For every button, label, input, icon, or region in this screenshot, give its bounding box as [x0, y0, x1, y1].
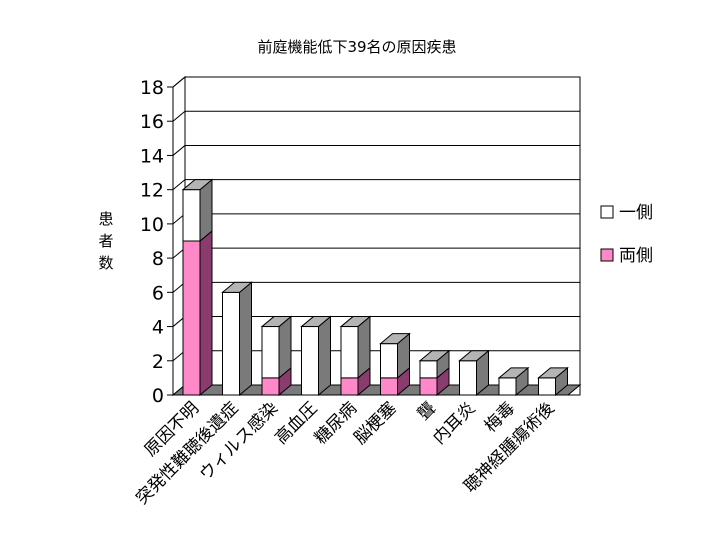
y-axis-title: 患者数: [98, 210, 113, 272]
bar-side: [239, 281, 252, 397]
bar-bilateral: [419, 377, 438, 396]
x-tick-label: 内耳炎: [429, 398, 479, 448]
bar-unilateral: [459, 360, 477, 396]
bar-top: [221, 281, 253, 293]
bar-top: [379, 333, 411, 345]
gridline-side: [172, 145, 186, 156]
bar-unilateral: [182, 189, 201, 242]
bar-top: [339, 316, 372, 328]
y-tick-label: 14: [140, 145, 164, 167]
x-tick-label: 聾: [414, 398, 440, 424]
legend-label: 両側: [619, 246, 653, 266]
y-tick-label: 2: [152, 351, 164, 373]
bar-top: [418, 350, 451, 362]
bar-bilateral: [261, 377, 280, 396]
bar-unilateral: [222, 291, 240, 396]
bar-top: [260, 316, 293, 328]
x-tick-label: 脳梗塞: [350, 398, 400, 448]
bar-unilateral: [301, 326, 319, 396]
y-tick-label: 4: [152, 317, 164, 339]
legend-swatch: [600, 205, 614, 219]
legend-swatch: [600, 248, 614, 262]
chart-title: 前庭機能低下39名の原因疾患: [257, 38, 456, 56]
y-tick-label: 6: [152, 282, 164, 304]
bar-top: [537, 367, 569, 379]
x-tick-label: 高血圧: [271, 398, 321, 448]
y-tick-label: 16: [140, 111, 164, 133]
gridline-side: [172, 110, 186, 122]
gridline-side: [172, 76, 186, 88]
bar-side: [318, 315, 331, 397]
y-tick-label: 0: [152, 385, 164, 407]
y-tick-label: 12: [140, 180, 164, 202]
bar-side: [199, 178, 213, 243]
bar-top: [497, 367, 530, 379]
bar-side: [357, 315, 371, 379]
bar-top: [458, 350, 490, 362]
bar-bilateral: [182, 240, 201, 396]
bar-unilateral: [380, 343, 398, 379]
bar-unilateral: [498, 377, 517, 396]
bar-unilateral: [340, 326, 359, 379]
bar-unilateral: [538, 377, 556, 396]
bar-bilateral: [340, 377, 359, 396]
legend-label: 一側: [619, 203, 653, 223]
bar-unilateral: [261, 326, 280, 379]
y-tick-label: 8: [152, 248, 164, 270]
bar-bilateral: [380, 377, 398, 396]
bar-side: [199, 229, 213, 397]
y-tick-label: 18: [140, 77, 164, 99]
bar-unilateral: [419, 360, 438, 379]
y-tick-label: 10: [140, 214, 164, 236]
bar-top: [181, 179, 214, 191]
gridline-side: [172, 179, 186, 191]
x-tick-label: 糖尿病: [311, 398, 361, 448]
bar-side: [278, 315, 292, 379]
y-axis-title-char: 者: [98, 232, 113, 250]
plot-area: 024681012141618原因不明突発性難聴後遺症ウィルス感染高血圧糖尿病脳…: [132, 75, 582, 509]
y-axis-title-char: 患: [98, 210, 113, 228]
bar-top: [300, 316, 332, 328]
y-axis-title-char: 数: [98, 254, 113, 272]
